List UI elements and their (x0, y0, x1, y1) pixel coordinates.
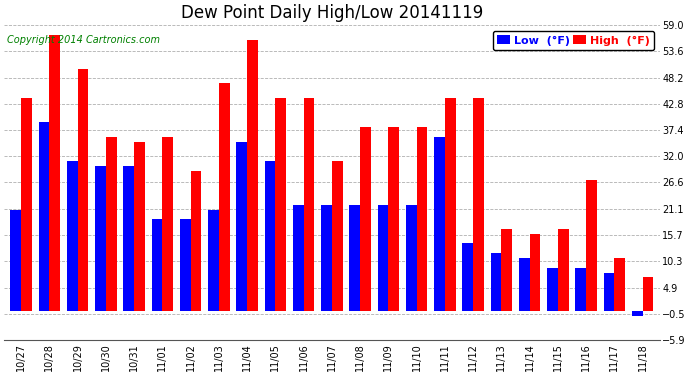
Bar (360, 127, 371, 311)
Bar (190, 171, 201, 311)
Text: Copyright 2014 Cartronics.com: Copyright 2014 Cartronics.com (8, 34, 161, 45)
Bar (67, 161, 77, 311)
Bar (632, 311, 642, 316)
Bar (39, 122, 50, 311)
Bar (219, 83, 230, 311)
Bar (558, 229, 569, 311)
Bar (502, 229, 512, 311)
Bar (547, 268, 558, 311)
Bar (575, 268, 586, 311)
Bar (21, 98, 32, 311)
Bar (519, 258, 530, 311)
Bar (247, 40, 258, 311)
Bar (275, 98, 286, 311)
Bar (473, 98, 484, 311)
Bar (152, 219, 162, 311)
Bar (237, 142, 247, 311)
Legend: Low  (°F), High  (°F): Low (°F), High (°F) (493, 31, 654, 50)
Bar (417, 127, 427, 311)
Bar (208, 210, 219, 311)
Bar (321, 205, 332, 311)
Bar (642, 278, 653, 311)
Bar (586, 180, 597, 311)
Bar (95, 166, 106, 311)
Bar (388, 127, 399, 311)
Bar (332, 161, 343, 311)
Bar (614, 258, 625, 311)
Bar (462, 243, 473, 311)
Bar (10, 210, 21, 311)
Bar (50, 35, 60, 311)
Bar (304, 98, 315, 311)
Bar (106, 137, 117, 311)
Title: Dew Point Daily High/Low 20141119: Dew Point Daily High/Low 20141119 (181, 4, 483, 22)
Bar (604, 273, 614, 311)
Bar (491, 253, 502, 311)
Bar (162, 137, 173, 311)
Bar (124, 166, 134, 311)
Bar (77, 69, 88, 311)
Bar (134, 142, 145, 311)
Bar (445, 98, 455, 311)
Bar (349, 205, 360, 311)
Bar (434, 137, 445, 311)
Bar (180, 219, 190, 311)
Bar (293, 205, 304, 311)
Bar (265, 161, 275, 311)
Bar (530, 234, 540, 311)
Bar (377, 205, 388, 311)
Bar (406, 205, 417, 311)
